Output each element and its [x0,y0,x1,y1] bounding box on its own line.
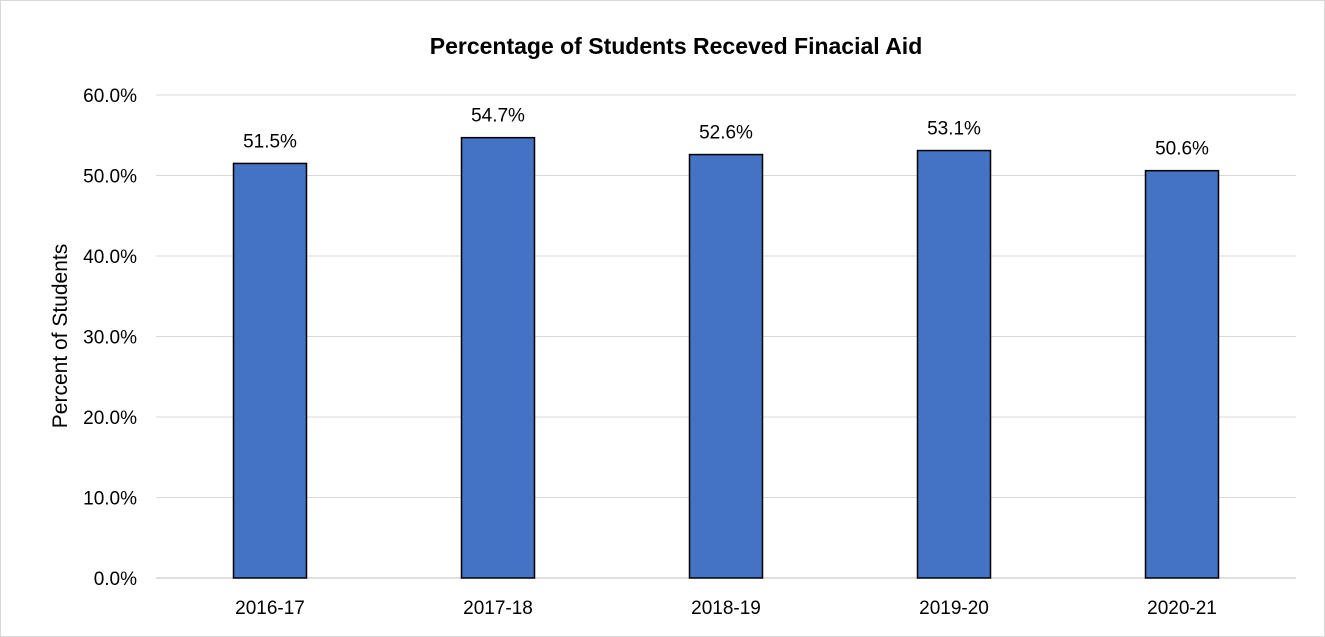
data-labels: 51.5% 54.7% 52.6% 53.1% 50.6% [243,106,1209,160]
bar [688,153,764,579]
x-tick-label: 2020-21 [1147,598,1217,619]
y-tick-label: 30.0% [83,328,137,349]
y-tick-label: 40.0% [83,247,137,268]
data-label: 52.6% [699,123,753,144]
x-tick-label: 2017-18 [463,598,533,619]
bar [916,149,992,579]
data-label: 51.5% [243,131,297,152]
bar [460,136,536,579]
y-tick-label: 50.0% [83,167,137,188]
bar [232,162,308,579]
y-axis-ticks: 0.0% 10.0% 20.0% 30.0% 40.0% 50.0% 60.0% [83,86,137,590]
x-tick-label: 2018-19 [691,598,761,619]
data-label: 54.7% [471,106,525,127]
x-tick-label: 2019-20 [919,598,989,619]
bar [1144,169,1220,579]
x-axis-ticks: 2016-17 2017-18 2018-19 2019-20 2020-21 [235,598,1217,619]
y-axis-title: Percent of Students [49,244,72,428]
x-tick-label: 2016-17 [235,598,305,619]
y-tick-label: 60.0% [83,86,137,107]
data-label: 53.1% [927,119,981,140]
bars [232,136,1220,579]
y-tick-label: 0.0% [94,569,137,590]
y-tick-label: 10.0% [83,489,137,510]
y-tick-label: 20.0% [83,408,137,429]
data-label: 50.6% [1155,139,1209,160]
chart-title: Percentage of Students Receved Finacial … [430,33,923,59]
